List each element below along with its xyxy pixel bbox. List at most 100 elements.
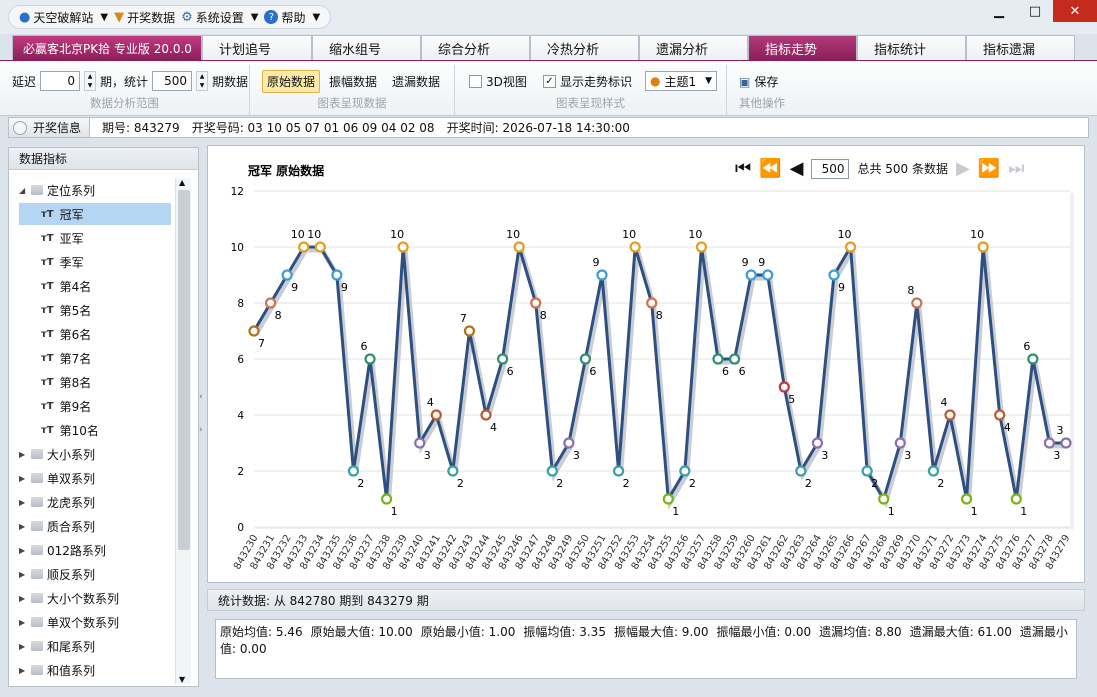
tree-item-rank[interactable]: ᴛT 第10名 xyxy=(19,419,171,441)
data-point xyxy=(281,269,293,281)
collapsed-icon[interactable]: ▶ xyxy=(19,641,26,651)
tree-node-group[interactable]: ▶ 单双个数系列 xyxy=(19,611,119,633)
tree-node-label: 龙虎系列 xyxy=(47,495,96,510)
data-label: 10 xyxy=(688,228,702,241)
save-button[interactable]: ▣ 保存 xyxy=(739,73,778,90)
tab-missing[interactable]: 遗漏分析 xyxy=(639,35,748,60)
tree-item-rank[interactable]: ᴛT 亚军 xyxy=(19,227,171,249)
y-tick-label: 2 xyxy=(237,466,244,478)
collapse-left-icon[interactable]: ‹ xyxy=(199,392,203,402)
show-trend-toggle[interactable]: ✓ 显示走势标识 xyxy=(543,73,632,90)
next-fast-icon[interactable]: ⏩ xyxy=(977,158,1001,179)
next-page-icon[interactable]: ▶ xyxy=(956,158,970,179)
site-menu[interactable]: ● 天空破解站 ▼ xyxy=(19,9,108,26)
scroll-up-icon[interactable]: ▲ xyxy=(179,178,186,187)
data-point xyxy=(861,465,873,477)
tree-node-group[interactable]: ▶ 单双系列 xyxy=(19,467,95,489)
raw-data-button[interactable]: 原始数据 xyxy=(262,70,321,93)
maximize-button[interactable]: □ xyxy=(1028,3,1042,19)
data-point xyxy=(911,297,923,309)
tree-item-rank[interactable]: ᴛT 第9名 xyxy=(19,395,171,417)
tree-node-group[interactable]: ▶ 和值系列 xyxy=(19,659,95,681)
minimize-button[interactable]: ▁ xyxy=(994,3,1004,19)
help-menu[interactable]: ? 帮助 ▼ xyxy=(264,9,320,26)
tree-node-group[interactable]: ▶ 顺反系列 xyxy=(19,563,95,585)
tree-node-group[interactable]: ▶ 大小系列 xyxy=(19,443,95,465)
data-label: 6 xyxy=(739,365,746,378)
count-spinner[interactable]: ▲ ▼ xyxy=(196,71,209,91)
group-chart-style: 3D视图 ✓ 显示走势标识 ● 主题1 ▼ 图表呈现样式 xyxy=(455,65,727,115)
collapsed-icon[interactable]: ▶ xyxy=(19,665,26,675)
tree-node-group[interactable]: ▶ 龙虎系列 xyxy=(19,491,95,513)
last-page-icon[interactable]: ⏭ xyxy=(1008,158,1025,179)
tab-index-stats[interactable]: 指标统计 xyxy=(857,35,966,60)
collapsed-icon[interactable]: ▶ xyxy=(19,521,26,531)
tree-item-rank[interactable]: ᴛT 冠军 xyxy=(19,203,171,225)
count-input[interactable]: 500 xyxy=(152,71,193,91)
tree-item-rank[interactable]: ᴛT 第4名 xyxy=(19,275,171,297)
amplitude-data-button[interactable]: 振幅数据 xyxy=(329,75,378,89)
period-text: 期号: 843279 xyxy=(102,121,180,135)
tree-node-group[interactable]: ▶ 大小个数系列 xyxy=(19,587,119,609)
expanded-icon[interactable]: ◢ xyxy=(19,185,26,195)
tab-index-trend[interactable]: 指标走势 xyxy=(748,35,857,60)
tab-index-missing[interactable]: 指标遗漏 xyxy=(966,35,1075,60)
tree-node-group[interactable]: ▶ 质合系列 xyxy=(19,515,95,537)
tab-brand[interactable]: 必赢客北京PK拾 专业版 20.0.0 xyxy=(12,35,202,60)
prev-fast-icon[interactable]: ⏪ xyxy=(759,158,782,179)
indicator-scrollbar[interactable]: ▲ ▼ xyxy=(175,178,191,684)
save-icon: ▣ xyxy=(739,74,751,89)
chevron-down-icon: ▼ xyxy=(312,11,321,23)
data-point xyxy=(977,241,989,253)
tree-item-label: 第9名 xyxy=(59,399,92,414)
prev-page-icon[interactable]: ◀ xyxy=(789,158,804,179)
theme-select[interactable]: ● 主题1 ▼ xyxy=(645,71,717,91)
group-title: 图表呈现样式 xyxy=(556,96,625,110)
draw-info-button[interactable]: 开奖信息 xyxy=(9,118,91,137)
folder-icon xyxy=(31,617,43,627)
collapsed-icon[interactable]: ▶ xyxy=(19,473,26,483)
collapsed-icon[interactable]: ▶ xyxy=(19,569,26,579)
collapsed-icon[interactable]: ▶ xyxy=(19,593,26,603)
tab-overall[interactable]: 综合分析 xyxy=(421,35,530,60)
delay-spinner[interactable]: ▲ ▼ xyxy=(84,71,97,91)
tree-node-group[interactable]: ▶ 和尾系列 xyxy=(19,635,95,657)
help-icon: ? xyxy=(264,10,279,24)
stat-item: 原始均值: 5.46 xyxy=(220,625,303,639)
tree-item-rank[interactable]: ᴛT 第7名 xyxy=(19,347,171,369)
collapsed-icon[interactable]: ▶ xyxy=(19,545,26,555)
expand-right-icon[interactable]: › xyxy=(199,425,203,435)
data-point xyxy=(828,269,840,281)
page-input[interactable]: 500 xyxy=(811,158,850,179)
missing-data-button[interactable]: 遗漏数据 xyxy=(392,75,441,89)
settings-label: 系统设置 xyxy=(195,10,244,25)
panel-splitter[interactable]: ‹ › xyxy=(199,147,207,687)
collapsed-icon[interactable]: ▶ xyxy=(19,497,26,507)
tab-shrink[interactable]: 缩水组号 xyxy=(312,35,421,60)
tree-item-rank[interactable]: ᴛT 第6名 xyxy=(19,323,171,345)
scroll-down-icon[interactable]: ▼ xyxy=(179,675,186,684)
tree-node-group[interactable]: ▶ 012路系列 xyxy=(19,539,106,561)
first-page-icon[interactable]: ⏮ xyxy=(735,158,752,179)
delay-input[interactable]: 0 xyxy=(40,71,81,91)
scroll-thumb[interactable] xyxy=(178,190,190,550)
tree-item-rank[interactable]: ᴛT 第5名 xyxy=(19,299,171,321)
tab-hotcold[interactable]: 冷热分析 xyxy=(530,35,639,60)
tab-plan[interactable]: 计划追号 xyxy=(202,35,312,60)
settings-menu[interactable]: ⚙ 系统设置 ▼ xyxy=(181,9,258,26)
3d-view-toggle[interactable]: 3D视图 xyxy=(469,73,527,90)
data-point xyxy=(712,353,724,365)
collapsed-icon[interactable]: ▶ xyxy=(19,449,26,459)
data-point xyxy=(364,353,376,365)
stats-header: 统计数据: 从 842780 期到 843279 期 xyxy=(207,589,1085,611)
tree-item-rank[interactable]: ᴛT 第8名 xyxy=(19,371,171,393)
tree-item-rank[interactable]: ᴛT 季军 xyxy=(19,251,171,273)
y-tick-label: 8 xyxy=(237,298,244,310)
data-label: 2 xyxy=(556,477,563,490)
close-button[interactable]: ✕ xyxy=(1053,0,1097,22)
data-point xyxy=(480,409,492,421)
tree-node-position-series[interactable]: ◢ 定位系列 xyxy=(19,179,95,201)
data-point xyxy=(1060,437,1072,449)
collapsed-icon[interactable]: ▶ xyxy=(19,617,26,627)
lottery-data-menu[interactable]: ▼ 开奖数据 xyxy=(114,9,175,26)
